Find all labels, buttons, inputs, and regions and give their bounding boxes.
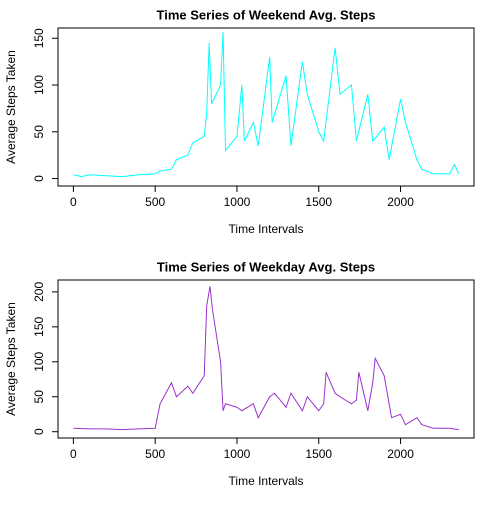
chart-title: Time Series of Weekday Avg. Steps (157, 259, 375, 274)
y-tick-label: 150 (32, 28, 46, 48)
x-axis-label: Time Intervals (229, 222, 304, 236)
y-tick-label: 0 (32, 428, 46, 435)
y-tick-label: 200 (32, 282, 46, 302)
data-line (73, 286, 459, 431)
y-tick-label: 50 (32, 125, 46, 139)
x-axis-label: Time Intervals (229, 474, 304, 488)
x-tick-label: 0 (70, 195, 77, 209)
y-tick-label: 0 (32, 175, 46, 182)
x-tick-label: 1000 (224, 195, 251, 209)
y-tick-label: 50 (32, 390, 46, 404)
x-tick-label: 500 (145, 447, 165, 461)
y-tick-label: 100 (32, 75, 46, 95)
x-tick-label: 500 (145, 195, 165, 209)
x-tick-label: 0 (70, 447, 77, 461)
y-axis-label: Average Steps Taken (4, 50, 18, 164)
x-tick-label: 1000 (224, 447, 251, 461)
x-tick-label: 2000 (387, 447, 414, 461)
plot-box (57, 279, 475, 439)
chart-title: Time Series of Weekend Avg. Steps (157, 7, 376, 22)
x-tick-label: 2000 (387, 195, 414, 209)
y-axis-label: Average Steps Taken (4, 302, 18, 416)
y-tick-label: 150 (32, 317, 46, 337)
plot-box (57, 27, 475, 187)
data-line (73, 31, 460, 178)
y-tick-label: 100 (32, 351, 46, 371)
x-tick-label: 1500 (305, 195, 332, 209)
x-tick-label: 1500 (305, 447, 332, 461)
